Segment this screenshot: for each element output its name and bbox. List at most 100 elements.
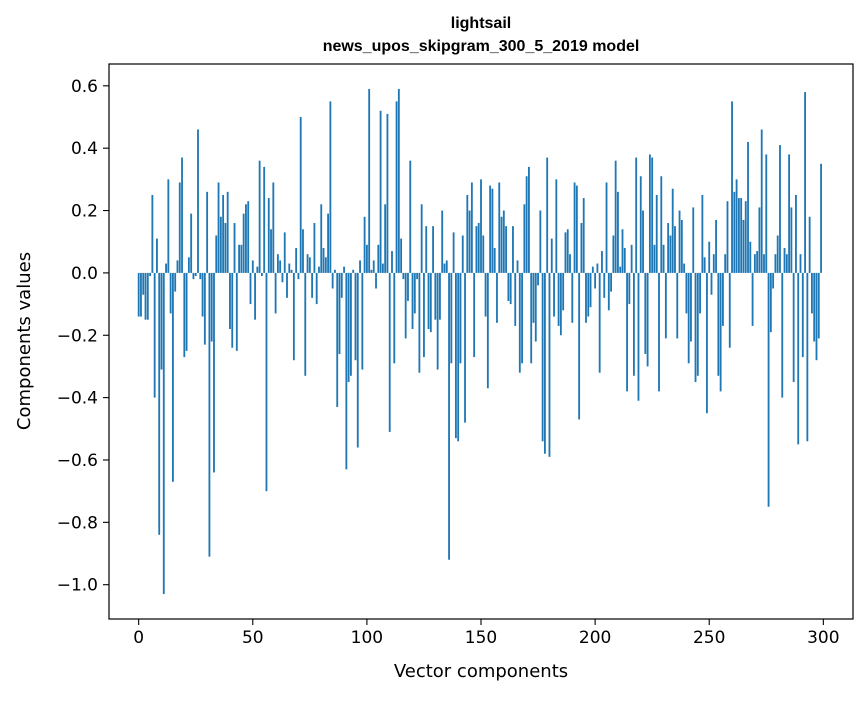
- bar: [596, 263, 599, 273]
- x-tick-label: 250: [693, 628, 725, 648]
- bar: [582, 198, 585, 273]
- bar: [710, 272, 713, 295]
- bar: [258, 160, 261, 273]
- bar: [742, 219, 745, 273]
- bar: [197, 129, 199, 273]
- bar: [395, 101, 398, 273]
- bar: [548, 272, 551, 457]
- bar: [190, 213, 193, 273]
- bar: [381, 263, 384, 273]
- bar: [304, 272, 307, 376]
- x-tick-label: 150: [465, 628, 497, 648]
- bar: [318, 266, 320, 273]
- bar: [603, 272, 606, 298]
- bar: [281, 272, 284, 283]
- bar: [140, 272, 142, 317]
- bar: [637, 272, 640, 401]
- bar: [737, 198, 740, 273]
- bar: [763, 254, 765, 273]
- bar: [347, 272, 350, 383]
- bar: [379, 110, 382, 273]
- bar: [219, 216, 222, 273]
- bar: [610, 272, 612, 292]
- bar: [514, 272, 517, 326]
- bar: [756, 251, 759, 273]
- bar: [541, 272, 544, 442]
- bar: [356, 272, 359, 448]
- bar: [286, 272, 288, 298]
- bar: [555, 179, 558, 273]
- bar: [302, 229, 304, 273]
- bar: [142, 272, 145, 295]
- bar: [715, 219, 717, 273]
- bar: [434, 272, 437, 320]
- bar: [251, 260, 254, 273]
- bar: [229, 272, 231, 330]
- bar: [685, 272, 688, 314]
- bar: [320, 204, 323, 273]
- bar: [345, 272, 348, 470]
- bar: [459, 272, 462, 364]
- bar: [539, 210, 542, 273]
- bar: [457, 272, 460, 442]
- bar: [532, 272, 535, 323]
- bar: [518, 272, 521, 373]
- x-tick-label: 100: [351, 628, 383, 648]
- bar: [254, 272, 256, 320]
- bar: [338, 272, 341, 354]
- bar: [411, 272, 414, 330]
- y-tick-label: −0.4: [57, 389, 98, 409]
- x-axis-label: Vector components: [394, 661, 568, 682]
- bar: [797, 272, 800, 445]
- bar: [792, 272, 795, 383]
- bar: [587, 272, 590, 317]
- bar: [452, 232, 455, 273]
- bar: [217, 182, 220, 273]
- bar: [491, 188, 494, 273]
- bar: [272, 182, 275, 273]
- bar: [751, 272, 754, 326]
- bar: [614, 160, 617, 273]
- bar: [617, 191, 619, 273]
- bar: [646, 272, 649, 367]
- bar: [815, 272, 818, 361]
- y-tick-label: −0.6: [57, 451, 98, 471]
- bar: [601, 251, 603, 273]
- bar: [719, 272, 722, 392]
- bar: [427, 272, 430, 330]
- bar: [722, 272, 724, 326]
- bar: [240, 244, 243, 273]
- bar: [365, 244, 368, 273]
- bar: [557, 272, 560, 326]
- bar: [598, 272, 601, 373]
- bar: [591, 266, 594, 273]
- bar: [267, 198, 270, 273]
- bar: [486, 272, 489, 389]
- bar: [569, 254, 571, 273]
- bar: [648, 154, 651, 273]
- bar: [466, 194, 469, 273]
- bar: [352, 269, 355, 273]
- bar: [728, 272, 731, 348]
- bar: [292, 272, 295, 361]
- bar: [767, 272, 770, 507]
- bar: [580, 223, 583, 273]
- bar: [171, 272, 174, 482]
- bar: [753, 254, 756, 273]
- bar: [509, 272, 512, 305]
- bar: [340, 272, 343, 298]
- bars-layer: [137, 88, 822, 595]
- bar: [484, 272, 487, 317]
- bar: [781, 272, 784, 398]
- bar: [137, 272, 140, 317]
- bar: [806, 272, 809, 442]
- chart-subtitle: news_upos_skipgram_300_5_2019 model: [323, 38, 640, 55]
- bar: [322, 247, 325, 273]
- bar: [210, 272, 213, 342]
- bar: [575, 185, 578, 273]
- bar: [772, 272, 775, 289]
- bar: [279, 260, 282, 273]
- bar: [224, 223, 227, 273]
